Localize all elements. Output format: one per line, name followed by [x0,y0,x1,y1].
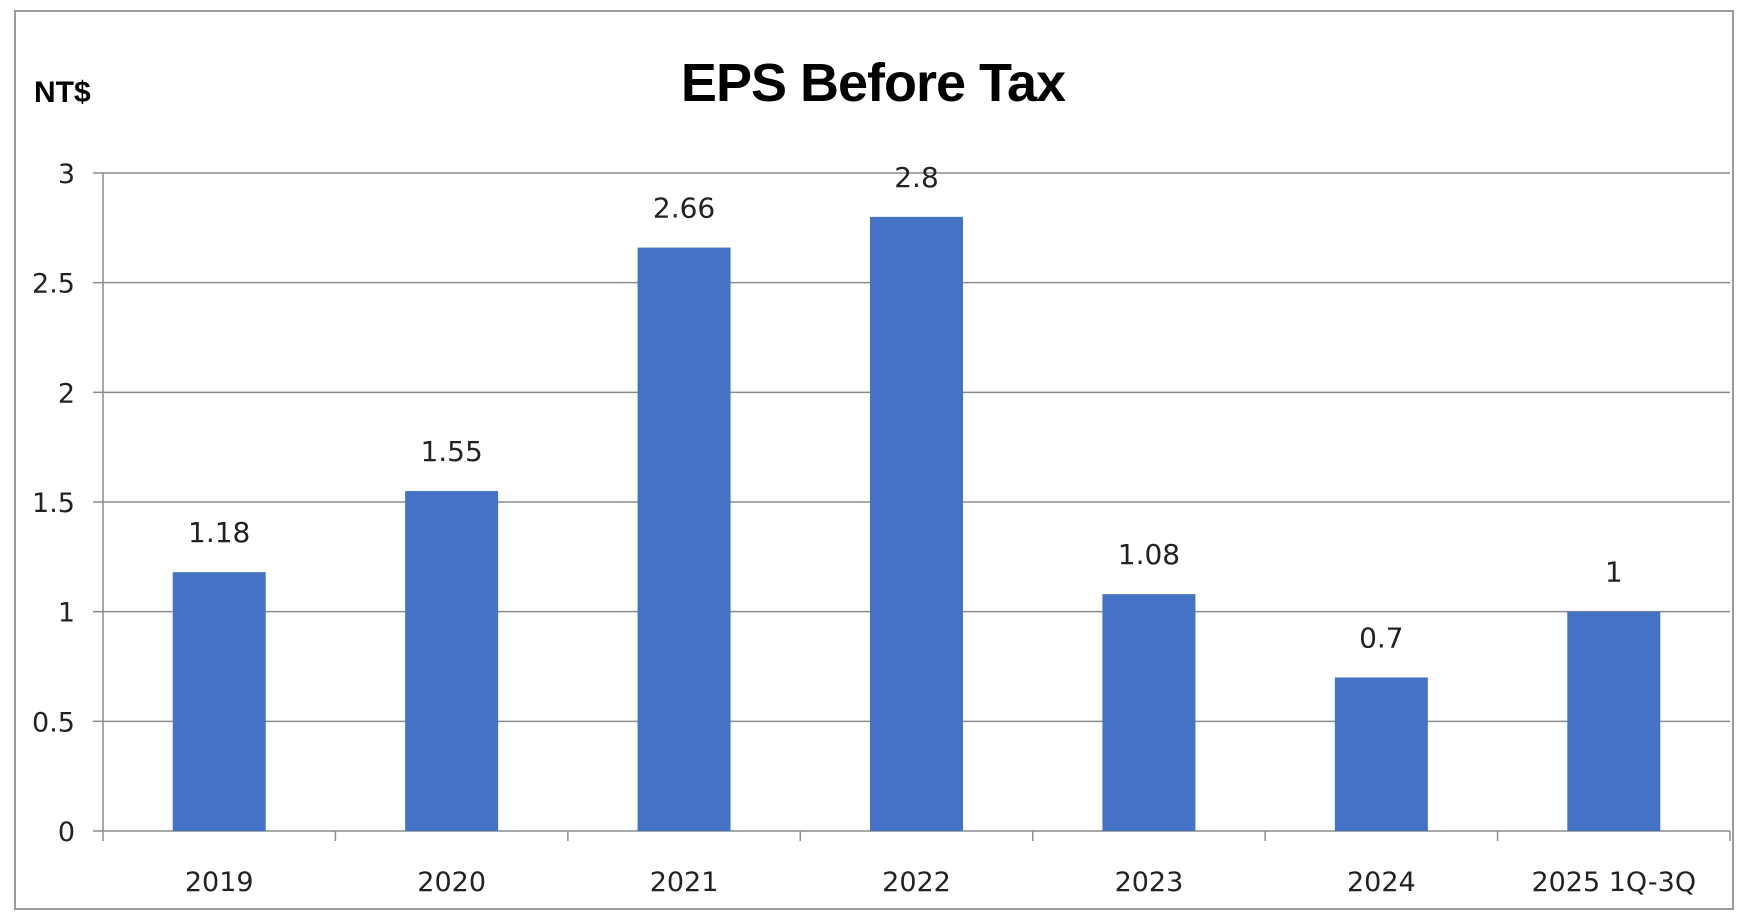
x-tick-label: 2020 [417,867,486,898]
y-tick-label: 2 [58,378,75,409]
bar-2020 [405,491,499,831]
data-labels: 1.18 1.55 2.66 2.8 1.08 0.7 1 [188,161,1623,655]
bar-2021 [637,247,731,831]
data-label: 2.8 [894,161,939,194]
data-label: 1.18 [188,516,250,549]
y-tick-label: 2.5 [32,269,75,300]
data-label: 1 [1605,556,1623,589]
y-axis-unit-label: NT$ [34,76,91,109]
data-label: 0.7 [1359,621,1404,654]
y-tick-label: 1.5 [32,488,75,519]
bar-2022 [870,216,963,831]
x-tick-label: 2022 [882,867,951,898]
data-label: 2.66 [653,192,715,225]
bar-2024 [1334,677,1428,831]
y-tick-label: 3 [58,159,75,190]
y-tick-label: 1 [58,598,75,629]
data-label: 1.55 [420,435,482,468]
bar-2023 [1102,594,1196,831]
x-tick-label: 2021 [650,867,719,898]
y-tick-label: 0 [58,817,75,848]
bars [172,216,1661,831]
data-label: 1.08 [1118,538,1180,571]
bar-2019 [172,572,266,831]
y-tick-label: 0.5 [32,707,75,738]
x-tick-label: 2023 [1115,867,1184,898]
bar-2025-1q-3q [1567,611,1661,831]
x-tick-label: 2019 [185,867,254,898]
x-tick-label: 2024 [1347,867,1416,898]
axes: 0 0.5 1 1.5 2 2.5 3 2019 2020 2021 2022 2023 2024 202… [32,159,1731,898]
chart-title: EPS Before Tax [680,53,1066,113]
x-tick-label: 2025 1Q-3Q [1531,867,1696,898]
